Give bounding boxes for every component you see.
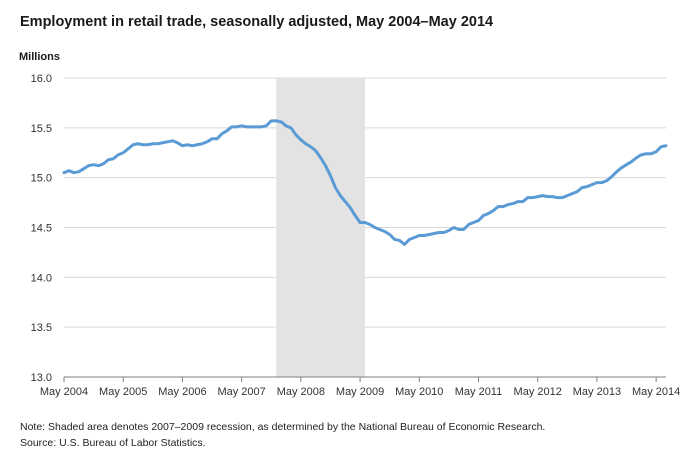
x-tick-label: May 2009 bbox=[336, 386, 384, 398]
x-tick-labels: May 2004 May 2005 May 2006 May 2007 May 2008… bbox=[40, 386, 680, 398]
x-tick-label: May 2011 bbox=[455, 386, 503, 398]
y-tick-labels: 16.0 15.5 15.0 14.5 14.0 13.5 13.0 bbox=[31, 73, 52, 384]
x-tick-label: May 2006 bbox=[158, 386, 206, 398]
y-tick-label: 15.5 bbox=[31, 123, 52, 135]
y-tick-label: 16.0 bbox=[31, 73, 52, 85]
recession-shade-rect bbox=[276, 78, 365, 377]
x-tick-label: May 2010 bbox=[395, 386, 443, 398]
y-axis-unit-label: Millions bbox=[19, 51, 60, 63]
x-tick-label: May 2004 bbox=[40, 386, 88, 398]
y-tick-label: 13.0 bbox=[31, 372, 52, 384]
x-tick-label: May 2014 bbox=[632, 386, 680, 398]
x-tick-label: May 2012 bbox=[514, 386, 562, 398]
y-tick-label: 15.0 bbox=[31, 173, 52, 185]
x-tick-label: May 2008 bbox=[277, 386, 325, 398]
x-tick-label: May 2005 bbox=[99, 386, 147, 398]
axes bbox=[63, 376, 666, 382]
y-tick-label: 14.5 bbox=[31, 223, 52, 235]
y-tick-label: 13.5 bbox=[31, 322, 52, 334]
chart-source: Source: U.S. Bureau of Labor Statistics. bbox=[20, 437, 206, 449]
x-tick-label: May 2013 bbox=[573, 386, 621, 398]
chart-title: Employment in retail trade, seasonally a… bbox=[20, 14, 494, 30]
chart-note: Note: Shaded area denotes 2007–2009 rece… bbox=[20, 421, 546, 433]
x-tick-label: May 2007 bbox=[217, 386, 265, 398]
y-tick-label: 14.0 bbox=[31, 272, 52, 284]
recession-shading bbox=[276, 78, 365, 377]
series-layer bbox=[62, 119, 668, 246]
series-line-retail-employment bbox=[62, 119, 668, 246]
